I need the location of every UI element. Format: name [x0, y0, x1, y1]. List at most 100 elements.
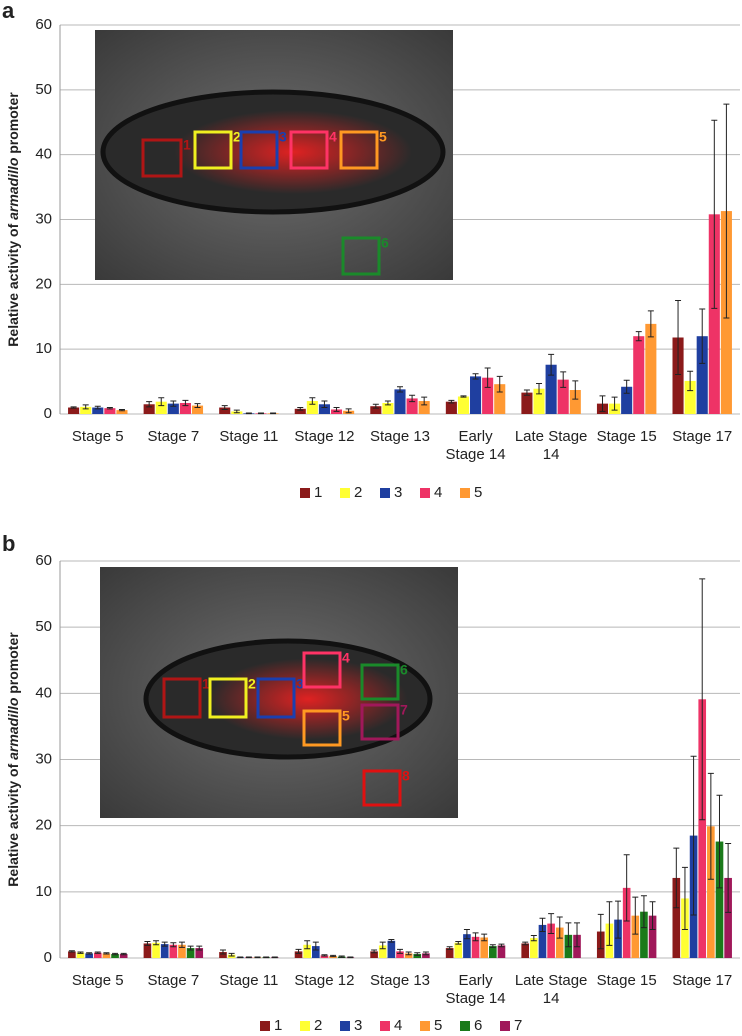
x-tick-label: Stage 7	[147, 972, 200, 989]
bar	[303, 944, 311, 958]
inset-label: 2	[233, 129, 241, 145]
bar	[155, 401, 167, 414]
error-bar	[556, 916, 563, 939]
bar	[394, 389, 406, 414]
bar	[698, 699, 707, 958]
bar	[370, 406, 382, 414]
y-tick-label: 50	[35, 618, 52, 635]
bar	[555, 927, 564, 958]
error-bar	[309, 397, 316, 405]
inset-box	[360, 663, 400, 701]
error-bar	[635, 331, 642, 342]
inset-box	[302, 651, 342, 689]
legend-swatch	[500, 1021, 510, 1031]
x-tick-label: Stage 15	[596, 428, 657, 445]
inset-label: 6	[400, 662, 408, 678]
legend-swatch	[380, 1021, 390, 1031]
error-bar	[338, 955, 345, 958]
error-bar	[257, 412, 264, 415]
panel-label: b	[2, 531, 15, 556]
bar	[404, 953, 413, 958]
error-bar	[120, 952, 127, 956]
bar	[294, 951, 303, 958]
error-bar	[170, 942, 177, 948]
inset-box	[141, 138, 183, 178]
bar	[143, 404, 155, 414]
error-bar	[221, 405, 228, 410]
error-bar	[118, 408, 125, 412]
error-bar	[397, 948, 403, 954]
inset-label: 3	[279, 129, 287, 145]
inset-box	[341, 236, 381, 276]
bar	[489, 946, 497, 958]
x-tick-label: Stage 5	[71, 428, 124, 445]
bar	[530, 938, 538, 958]
error-bar	[496, 375, 503, 393]
y-axis-label: Relative activity of armadillo promoter	[5, 92, 21, 347]
bar	[104, 408, 116, 414]
error-bar	[144, 940, 151, 946]
bar	[724, 877, 732, 958]
legend-label: 4	[434, 484, 442, 501]
error-bar	[112, 952, 119, 956]
error-bar	[304, 940, 311, 950]
inset-box	[239, 130, 279, 170]
error-bar	[103, 952, 110, 955]
bar	[387, 940, 396, 958]
legend-swatch	[300, 488, 310, 498]
error-bar	[572, 380, 579, 400]
bar	[191, 405, 204, 414]
y-tick-label: 50	[35, 81, 52, 98]
legend-label: 7	[514, 1017, 522, 1034]
bar	[633, 336, 645, 414]
error-bar	[711, 119, 718, 309]
bar	[569, 390, 581, 414]
legend-label: 3	[394, 484, 402, 501]
legend-swatch	[420, 1021, 430, 1031]
legend-swatch	[460, 488, 470, 498]
x-tick-label: Stage 7	[147, 428, 200, 445]
bar	[622, 887, 631, 958]
bar	[494, 384, 506, 414]
bar	[143, 943, 152, 958]
inset-box	[162, 677, 202, 719]
error-bar	[615, 900, 622, 939]
inset-box	[339, 130, 379, 170]
bar	[119, 954, 128, 958]
error-bar	[379, 941, 386, 950]
error-bar	[219, 949, 226, 955]
error-bar	[194, 403, 201, 409]
inset-label: 4	[329, 129, 337, 145]
error-bar	[333, 407, 340, 412]
y-tick-label: 40	[35, 146, 52, 163]
inset-box	[362, 769, 402, 807]
bar	[179, 402, 191, 414]
bar	[195, 948, 204, 958]
error-bar	[70, 406, 77, 409]
x-tick-label: Stage 12	[294, 428, 355, 445]
error-bar	[522, 941, 529, 946]
bar	[116, 410, 128, 414]
bar	[68, 407, 80, 414]
y-axis-label-part: armadillo	[5, 697, 21, 760]
y-tick-label: 0	[44, 949, 52, 966]
error-bar	[707, 772, 714, 880]
bar	[160, 944, 169, 958]
x-tick-label: Late Stage 14	[514, 428, 588, 463]
error-bar	[263, 956, 270, 959]
error-bar	[530, 935, 537, 942]
error-bar	[460, 395, 467, 398]
y-tick-label: 10	[35, 883, 52, 900]
error-bar	[86, 952, 93, 955]
legend-label: 2	[314, 1017, 322, 1034]
error-bar	[681, 866, 688, 931]
error-bar	[597, 913, 604, 950]
bar	[672, 337, 684, 414]
y-axis-label: Relative activity of armadillo promoter	[5, 632, 21, 887]
bar	[396, 951, 404, 958]
error-bar	[94, 951, 101, 954]
error-bar	[182, 399, 189, 407]
x-tick-label: Stage 11	[219, 428, 279, 445]
error-bar	[82, 404, 89, 410]
inset-box	[256, 677, 296, 719]
